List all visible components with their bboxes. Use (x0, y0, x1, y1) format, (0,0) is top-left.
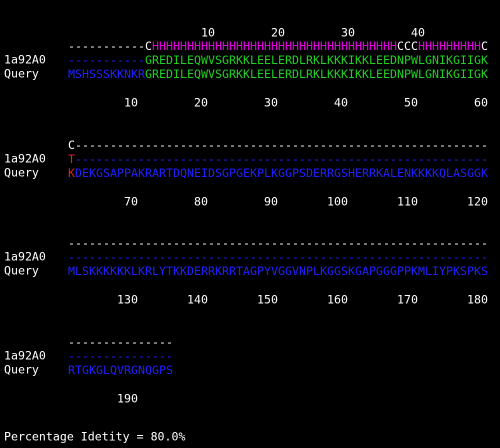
query-ruler-label: 130 (117, 293, 138, 307)
template-label: 1a92A0 (4, 349, 46, 363)
template-ruler-label: 20 (271, 26, 285, 40)
template-sequence: ----------------------------------------… (68, 250, 488, 264)
query-sequence: RTGKGLQVRGNQGPS (68, 363, 173, 377)
query-label: Query (4, 67, 39, 81)
secondary-structure: C---------------------------------------… (68, 138, 488, 152)
template-sequence: -----------GREDILEQWVSGRKKLEELERDLRKLKKK… (68, 53, 488, 67)
query-ruler-label: 40 (334, 96, 348, 110)
query-ruler-label: 100 (327, 195, 348, 209)
query-ruler-label: 120 (467, 195, 488, 209)
template-ruler-label: 40 (411, 26, 425, 40)
query-ruler-label: 170 (397, 293, 418, 307)
secondary-structure: --------------- (68, 335, 173, 349)
query-ruler-label: 20 (194, 96, 208, 110)
template-ruler-label: 10 (201, 26, 215, 40)
query-ruler-label: 90 (264, 195, 278, 209)
query-ruler-label: 160 (327, 293, 348, 307)
secondary-structure: ----------------------------------------… (68, 236, 488, 250)
query-ruler-label: 80 (194, 195, 208, 209)
query-sequence: MSHSSSKKNKRGREDILEQWVSGRKKLEELERDLRKLKKK… (68, 67, 488, 81)
template-label: 1a92A0 (4, 152, 46, 166)
query-ruler-label: 180 (467, 293, 488, 307)
query-ruler-label: 140 (187, 293, 208, 307)
query-label: Query (4, 264, 39, 278)
query-ruler-label: 10 (124, 96, 138, 110)
query-sequence: KDEKGSAPPAKRARTDQNEIDSGPGEKPLKGGPSDERRGS… (68, 166, 488, 180)
query-ruler-label: 70 (124, 195, 138, 209)
identity-footer: Percentage Idetity = 80.0% (4, 430, 186, 444)
template-sequence: --------------- (68, 349, 173, 363)
query-ruler-label: 50 (404, 96, 418, 110)
template-ruler-label: 30 (341, 26, 355, 40)
query-ruler-label: 30 (264, 96, 278, 110)
template-sequence: T---------------------------------------… (68, 152, 488, 166)
query-ruler-label: 190 (117, 392, 138, 406)
template-label: 1a92A0 (4, 250, 46, 264)
template-label: 1a92A0 (4, 53, 46, 67)
query-ruler-label: 110 (397, 195, 418, 209)
secondary-structure: -----------CHHHHHHHHHHHHHHHHHHHHHHHHHHHH… (68, 39, 488, 53)
query-ruler-label: 150 (257, 293, 278, 307)
query-sequence: MLSKKKKKKLKRLYTKKDERRKRRTAGPYVGGVNPLKGGS… (68, 264, 488, 278)
query-ruler-label: 60 (474, 96, 488, 110)
query-label: Query (4, 166, 39, 180)
query-label: Query (4, 363, 39, 377)
